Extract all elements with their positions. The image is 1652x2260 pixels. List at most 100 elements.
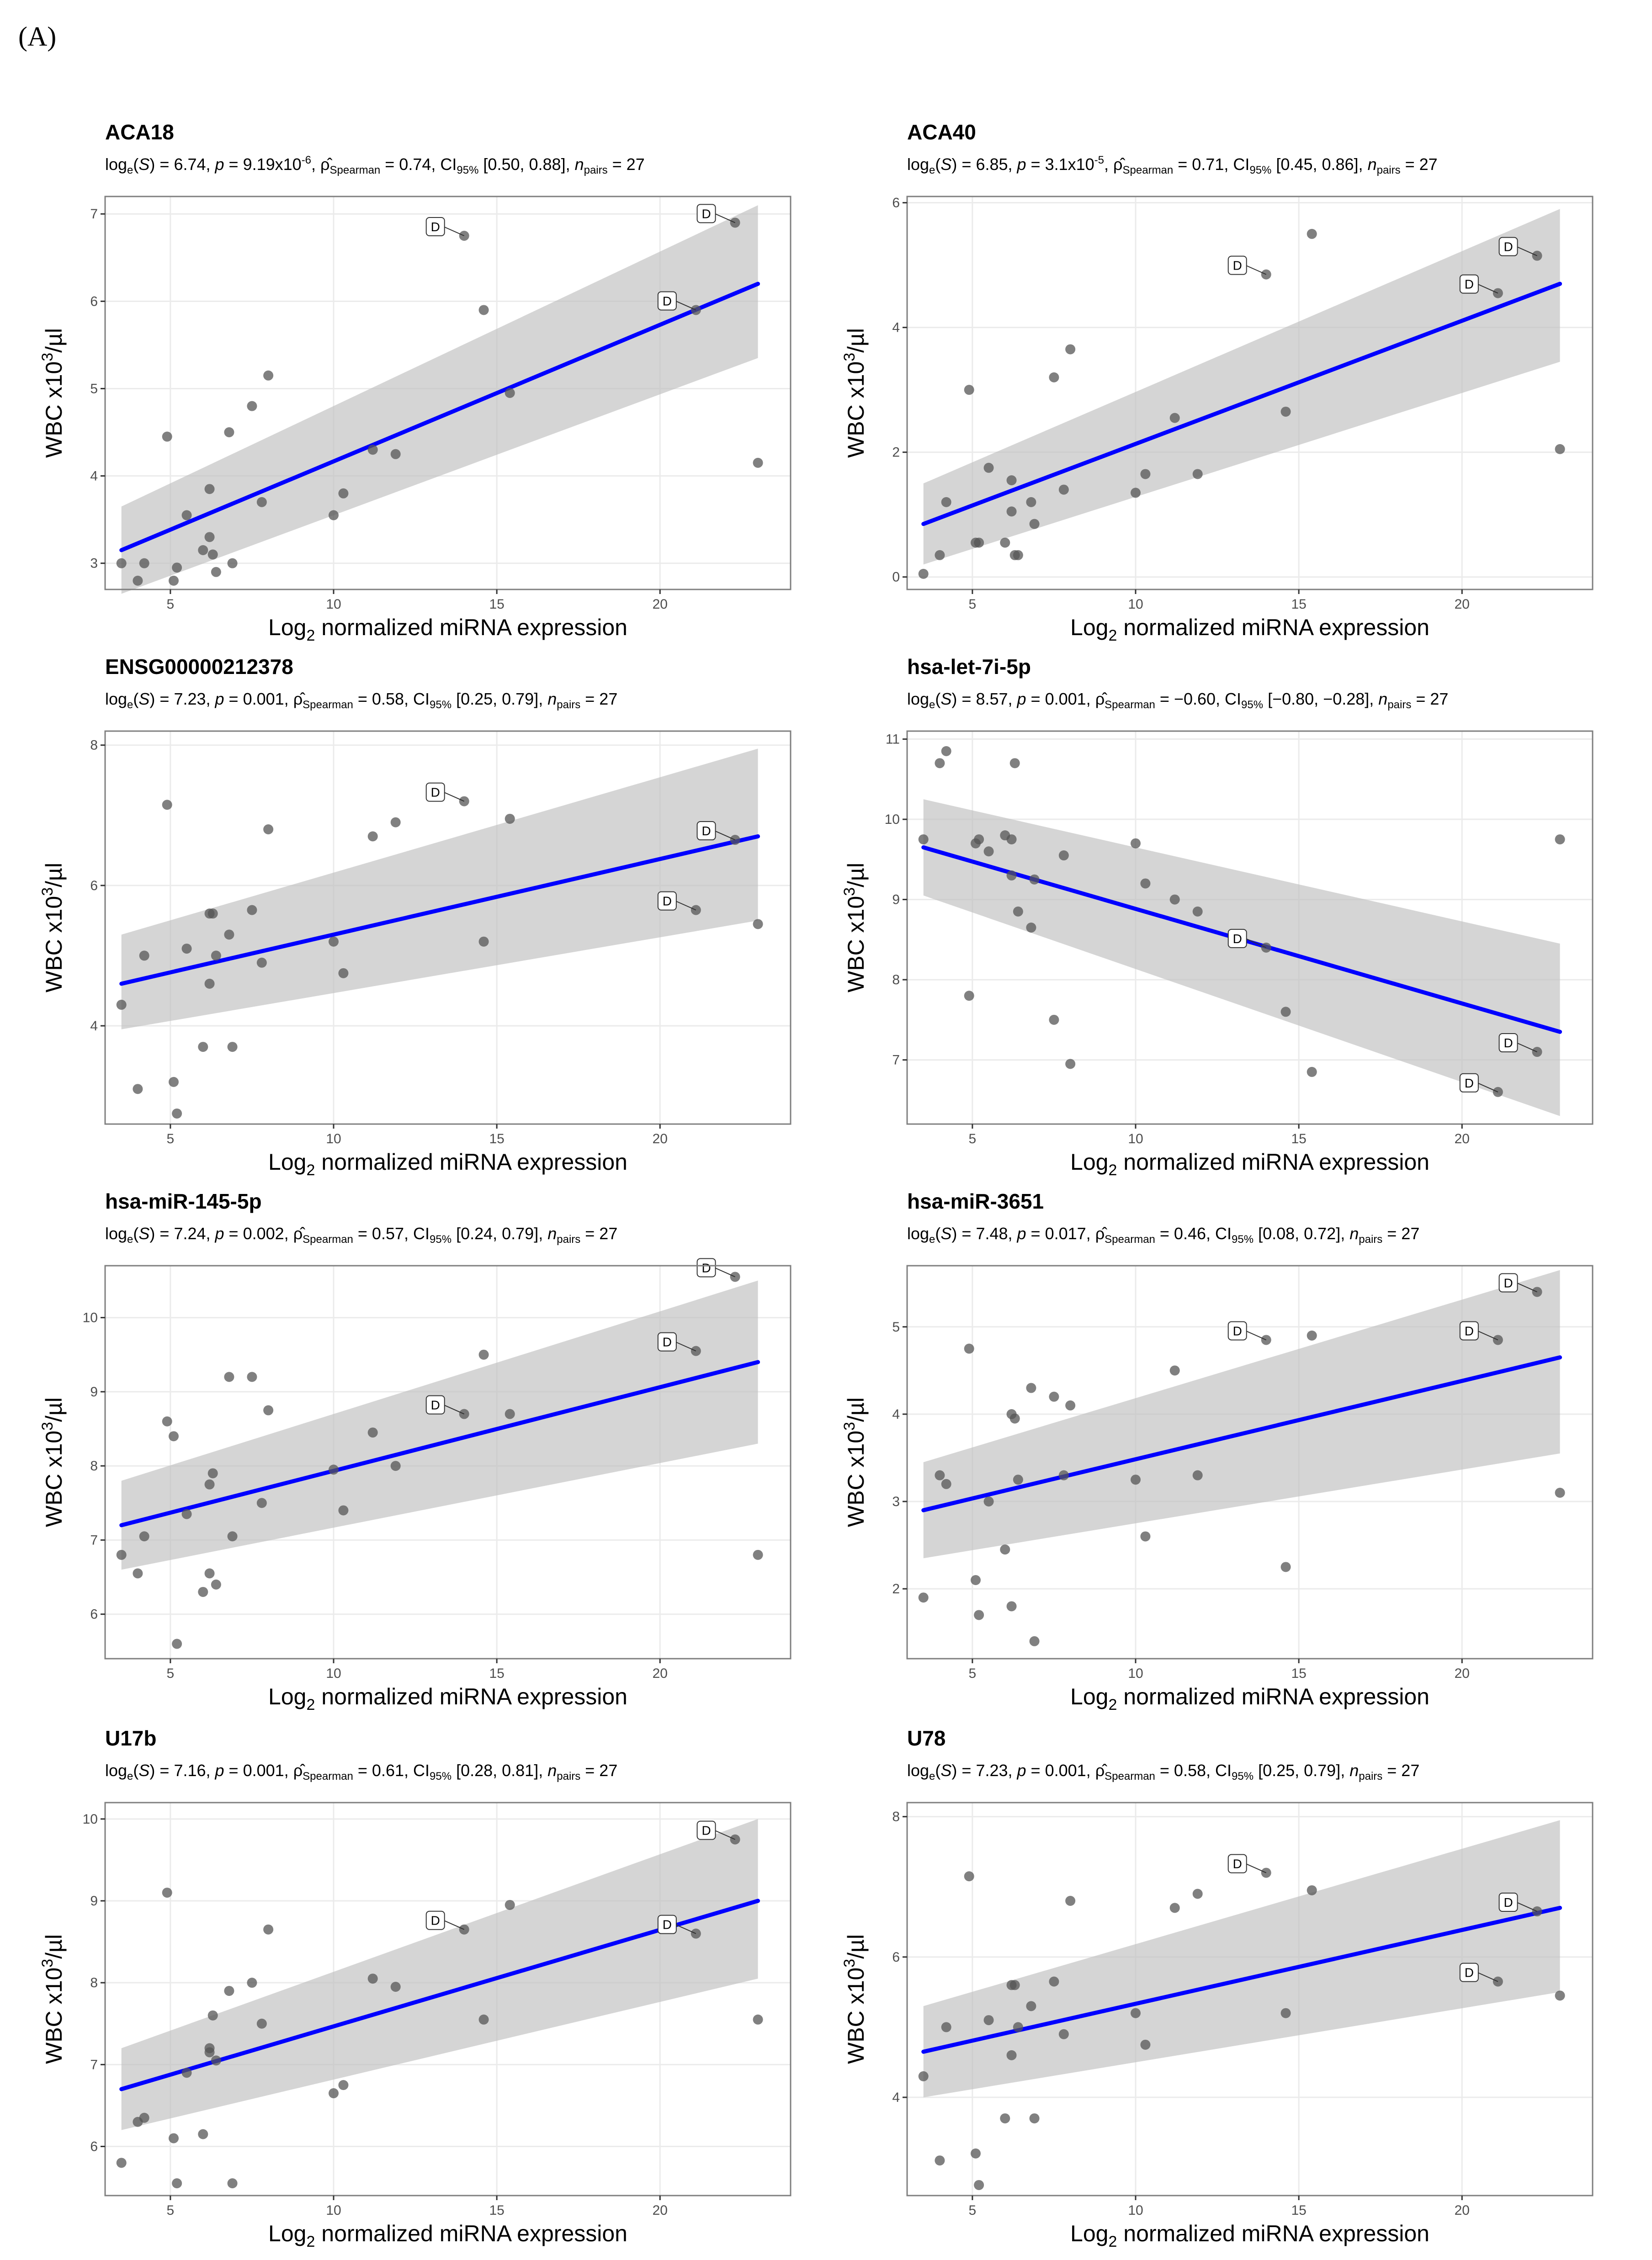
y-tick-label: 8 <box>892 1809 900 1825</box>
data-point <box>263 1405 274 1416</box>
data-point <box>256 1498 267 1508</box>
data-point <box>338 488 349 499</box>
data-point <box>478 305 489 315</box>
data-point <box>1140 1531 1151 1542</box>
label-leader <box>443 226 465 236</box>
data-point <box>204 978 215 989</box>
data-point <box>172 1639 182 1649</box>
regression-line <box>119 834 760 986</box>
data-point <box>505 1899 515 1910</box>
y-tick-label: 10 <box>83 1812 98 1827</box>
data-point <box>1555 1990 1565 2001</box>
data-point <box>1026 2001 1036 2011</box>
point-label: D <box>1465 1324 1474 1338</box>
data-point <box>211 950 221 961</box>
chart-panel-2: ACA40 loge(S) = 6.85, p = 3.1x10-5, ρ̂Spe… <box>841 120 1594 644</box>
data-point <box>974 834 984 844</box>
x-tick-label: 15 <box>489 1666 504 1681</box>
label-box <box>1459 1963 1479 1982</box>
point-label: D <box>1465 1076 1474 1090</box>
data-point <box>478 2014 489 2025</box>
point-label: D <box>663 294 672 308</box>
label-box <box>1459 1073 1479 1093</box>
label-leader <box>1516 1902 1537 1912</box>
y-tick-label: 7 <box>892 1053 900 1068</box>
chart-subtitle: loge(S) = 7.23, p = 0.001, ρ̂Spearman = … <box>907 1761 1419 1783</box>
x-tick-label: 5 <box>969 1666 977 1681</box>
data-point <box>1058 850 1069 861</box>
data-point <box>227 1042 238 1052</box>
y-tick-label: 4 <box>90 469 98 484</box>
data-point <box>478 1349 489 1360</box>
y-tick-label: 9 <box>892 892 900 907</box>
confidence-band <box>923 209 1560 565</box>
label-box <box>1498 1033 1518 1053</box>
y-axis-label: WBC x103/µl <box>39 863 67 992</box>
data-point <box>169 575 179 586</box>
chart-subtitle: loge(S) = 6.85, p = 3.1x10-5, ρ̂Spearman… <box>907 154 1438 176</box>
x-tick-label: 5 <box>969 597 977 612</box>
data-point <box>338 968 349 978</box>
data-point <box>329 936 339 947</box>
data-point <box>1026 923 1036 933</box>
data-point <box>974 1610 984 1620</box>
data-point <box>1009 1980 1020 1990</box>
y-tick-label: 6 <box>90 2139 98 2154</box>
data-point <box>983 462 994 473</box>
y-tick-label: 7 <box>90 1533 98 1548</box>
y-tick-label: 7 <box>90 2057 98 2072</box>
point-label: D <box>1233 932 1242 946</box>
data-point <box>1013 2022 1023 2032</box>
label-leader <box>675 1341 696 1352</box>
data-point <box>139 950 149 961</box>
chart-subtitle: loge(S) = 7.24, p = 0.002, ρ̂Spearman = … <box>105 1224 617 1246</box>
x-tick-label: 10 <box>1128 1131 1143 1146</box>
chart-title: hsa-miR-145-5p <box>105 1189 262 1213</box>
data-point <box>390 1982 401 1992</box>
y-tick-label: 8 <box>90 738 98 753</box>
data-point <box>227 1531 238 1542</box>
label-leader <box>1245 1330 1267 1341</box>
x-tick-label: 5 <box>969 1131 977 1146</box>
data-point <box>1280 2008 1291 2018</box>
data-point <box>1140 469 1151 479</box>
point-label: D <box>431 1914 440 1928</box>
y-tick-label: 8 <box>90 1459 98 1474</box>
label-leader <box>714 1830 735 1840</box>
point-label: D <box>1503 1276 1513 1290</box>
point-label: D <box>1233 1857 1242 1871</box>
x-tick-label: 15 <box>1291 597 1306 612</box>
data-point <box>247 401 257 411</box>
chart-panel-8: U78 loge(S) = 7.23, p = 0.001, ρ̂Spearman… <box>841 1726 1594 2250</box>
point-label: D <box>701 1261 711 1275</box>
x-tick-label: 5 <box>167 597 175 612</box>
label-leader <box>1245 938 1267 948</box>
data-point <box>1009 1413 1020 1424</box>
data-point <box>172 2178 182 2189</box>
data-point <box>198 1586 208 1597</box>
data-point <box>1013 906 1023 917</box>
point-label: D <box>701 1824 711 1838</box>
y-tick-label: 4 <box>892 1407 900 1422</box>
x-tick-label: 10 <box>326 1666 341 1681</box>
chart-subtitle: loge(S) = 7.23, p = 0.001, ρ̂Spearman = … <box>105 690 617 711</box>
confidence-band <box>121 205 758 594</box>
data-point <box>941 746 951 756</box>
data-point <box>133 575 143 586</box>
x-tick-label: 5 <box>167 1666 175 1681</box>
data-point <box>1058 484 1069 495</box>
data-point <box>204 2047 215 2058</box>
data-point <box>1026 497 1036 507</box>
data-point <box>1065 1400 1076 1411</box>
data-point <box>1169 1903 1180 1913</box>
data-point <box>139 558 149 568</box>
chart-panel-7: U17b loge(S) = 7.16, p = 0.001, ρ̂Spearma… <box>39 1726 791 2250</box>
data-point <box>367 1974 378 1984</box>
x-axis-label: Log2 normalized miRNA expression <box>1070 1149 1429 1179</box>
y-tick-label: 9 <box>90 1894 98 1909</box>
data-point <box>116 2158 127 2168</box>
data-point <box>935 550 945 560</box>
chart-title: hsa-miR-3651 <box>907 1189 1044 1213</box>
data-point <box>1029 2113 1040 2124</box>
chart-subtitle: loge(S) = 8.57, p = 0.001, ρ̂Spearman = … <box>907 690 1448 711</box>
